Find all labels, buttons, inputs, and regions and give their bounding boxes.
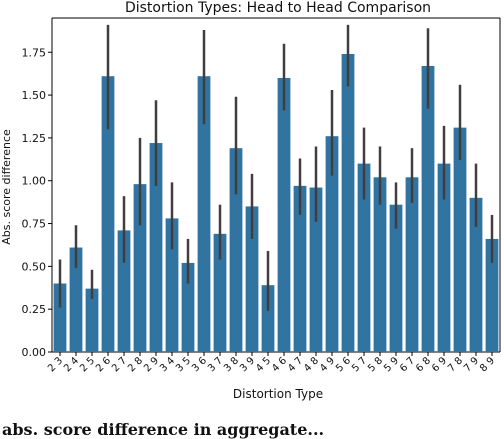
bar [53, 283, 67, 352]
x-tick-label: 6 8 [414, 355, 433, 374]
x-tick-label: 6 9 [430, 355, 449, 374]
bar [165, 218, 179, 352]
x-tick-label: 5 6 [334, 355, 353, 374]
bar [245, 206, 259, 352]
x-tick-label: 3 5 [174, 355, 193, 374]
x-tick-label: 3 6 [190, 355, 209, 374]
x-tick-label: 5 8 [366, 355, 385, 374]
y-tick-label: 1.75 [22, 46, 47, 59]
x-tick-label: 8 9 [478, 355, 497, 374]
bar [437, 163, 451, 352]
x-tick-label: 3 8 [222, 355, 241, 374]
x-tick-label: 2 7 [110, 355, 129, 374]
x-tick-label: 4 8 [302, 355, 321, 374]
bar [101, 76, 115, 352]
x-tick-label: 4 9 [318, 355, 337, 374]
bar [149, 143, 163, 352]
figure-caption: abs. score difference in aggregate... [2, 420, 325, 439]
y-tick-label: 0.00 [22, 346, 47, 359]
bar [453, 127, 467, 352]
bar [261, 285, 275, 352]
y-tick-label: 0.25 [22, 303, 47, 316]
bar [197, 76, 211, 352]
x-tick-label: 3 7 [206, 355, 225, 374]
y-tick-label: 0.75 [22, 218, 47, 231]
y-axis-label: Abs. score difference [0, 129, 13, 245]
x-tick-label: 3 4 [158, 355, 177, 374]
bar [133, 184, 147, 352]
bar [405, 177, 419, 352]
bar [69, 247, 83, 352]
x-tick-label: 7 9 [462, 355, 481, 374]
y-tick-label: 1.00 [22, 175, 47, 188]
x-axis-label: Distortion Type [233, 387, 323, 401]
x-tick-label: 4 7 [286, 355, 305, 374]
bar [277, 77, 291, 352]
x-tick-label: 2 4 [62, 355, 81, 374]
x-tick-label: 5 7 [350, 355, 369, 374]
x-tick-label: 4 5 [254, 355, 273, 374]
plot-area: 0.000.250.500.751.001.251.501.752 32 42 … [22, 17, 501, 374]
x-tick-label: 2 9 [142, 355, 161, 374]
bar [293, 185, 307, 352]
x-tick-label: 5 9 [382, 355, 401, 374]
bar [357, 163, 371, 352]
x-tick-label: 4 6 [270, 355, 289, 374]
x-tick-label: 6 7 [398, 355, 417, 374]
y-tick-label: 1.25 [22, 132, 47, 145]
bar [373, 177, 387, 352]
bar [421, 65, 435, 352]
bar [181, 262, 195, 352]
x-tick-label: 7 8 [446, 355, 465, 374]
x-tick-label: 2 3 [46, 355, 65, 374]
x-tick-label: 2 6 [94, 355, 113, 374]
x-tick-label: 2 5 [78, 355, 97, 374]
bar [229, 148, 243, 352]
bar [213, 233, 227, 352]
x-tick-label: 3 9 [238, 355, 257, 374]
bar [325, 136, 339, 352]
chart-title: Distortion Types: Head to Head Compariso… [125, 0, 431, 16]
bar [485, 238, 499, 352]
bar [117, 230, 131, 352]
bar [309, 187, 323, 352]
bar [341, 53, 355, 352]
x-tick-label: 2 8 [126, 355, 145, 374]
y-tick-label: 0.50 [22, 260, 47, 273]
bar [85, 288, 99, 352]
bar [389, 204, 403, 352]
y-tick-label: 1.50 [22, 89, 47, 102]
bar [469, 197, 483, 352]
